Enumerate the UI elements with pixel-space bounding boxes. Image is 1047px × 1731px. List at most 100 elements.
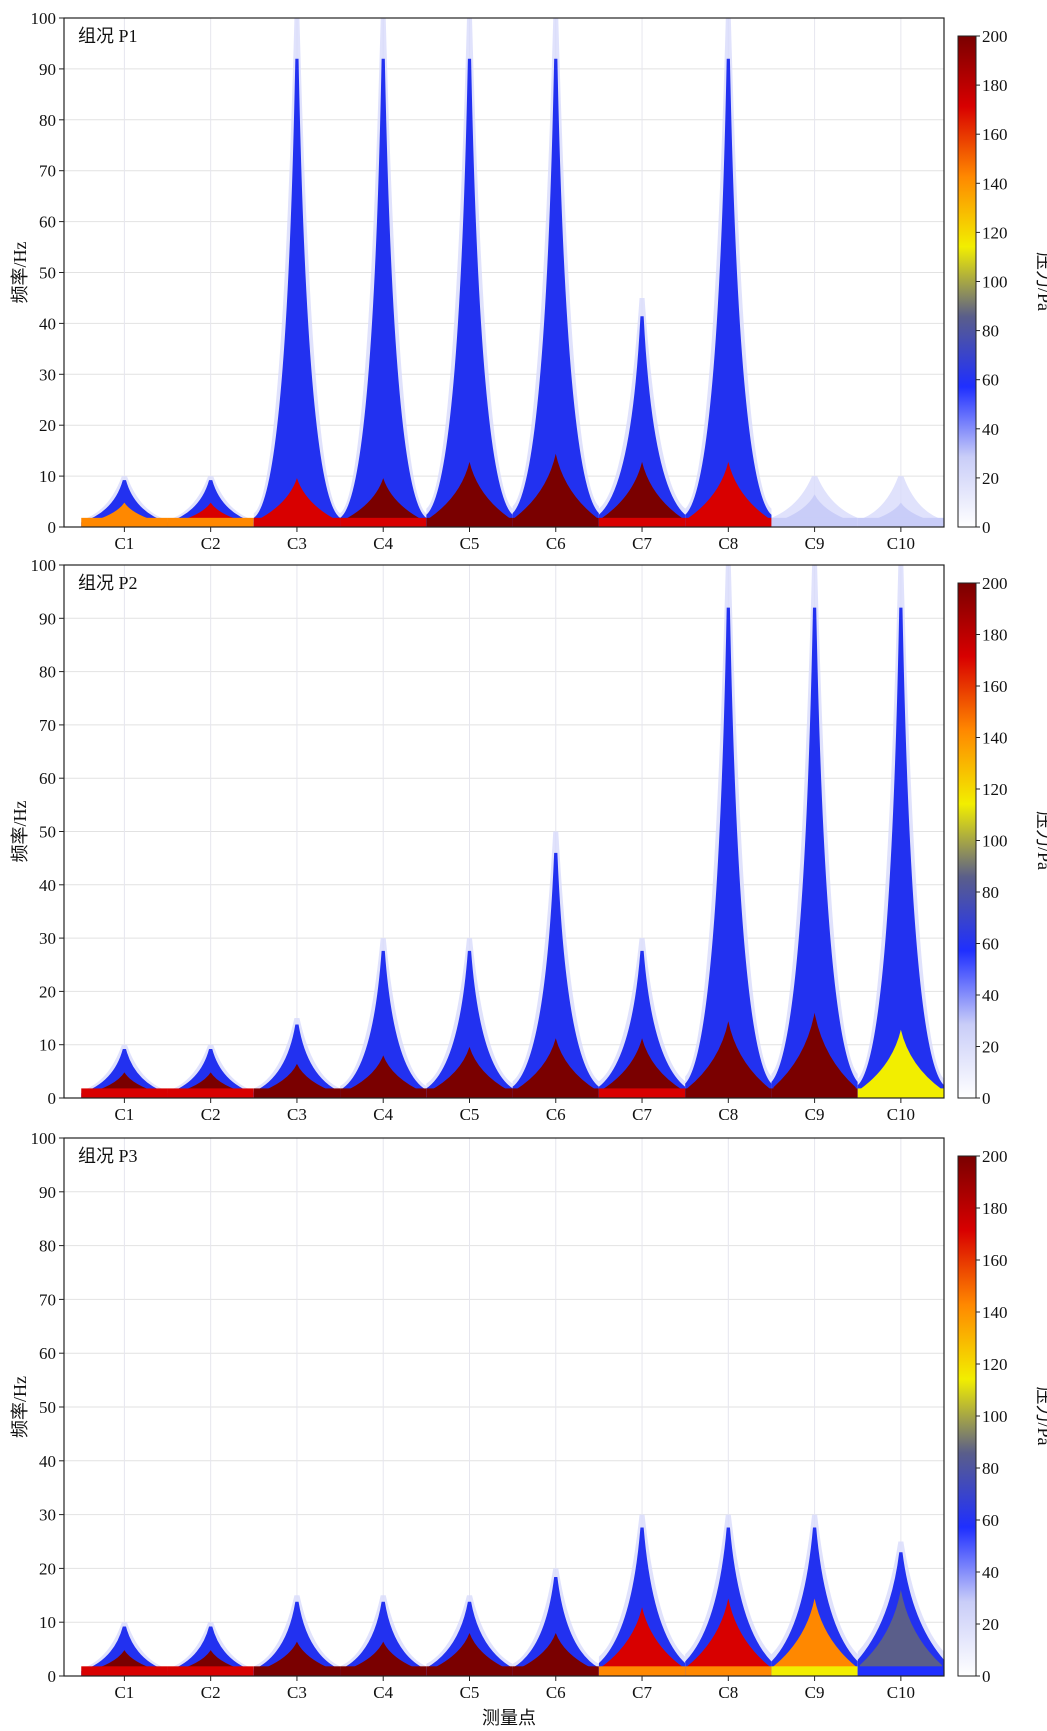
colorbar-tick-label: 100	[982, 1407, 1008, 1426]
y-tick-label: 60	[39, 213, 56, 232]
heat-halo	[857, 476, 944, 527]
y-tick-label: 0	[48, 1089, 57, 1108]
x-tick-label: C7	[632, 534, 652, 553]
heat-base	[512, 1666, 599, 1676]
heat-body	[340, 58, 427, 527]
heat-cell-C4	[340, 18, 427, 527]
heat-cell-C9	[771, 476, 858, 527]
x-tick-label: C5	[460, 534, 480, 553]
heat-base	[81, 517, 168, 527]
panel-label: 组况 P2	[78, 573, 138, 593]
x-tick-label: C2	[201, 1683, 221, 1702]
heat-cell-C6	[512, 1568, 599, 1676]
y-tick-label: 30	[39, 365, 56, 384]
panel-label: 组况 P1	[78, 26, 138, 46]
heat-core	[773, 1012, 856, 1098]
y-tick-label: 10	[39, 1036, 56, 1055]
colorbar	[957, 582, 977, 1099]
y-axis-label: 频率/Hz	[10, 1376, 30, 1438]
colorbar-tick-label: 100	[982, 832, 1008, 851]
panel-2: 0 10 20 30 40 50 60 70 80 90 100 C1 C2 C3 C4 C5 C6 C7 C8 C9…	[10, 556, 1047, 1124]
heat-cell-C8	[685, 18, 772, 527]
heat-base	[685, 1088, 772, 1098]
heat-cell-C8	[685, 1514, 772, 1676]
y-tick-label: 70	[39, 716, 56, 735]
colorbar-label: 压力/Pa	[1034, 252, 1047, 311]
y-tick-label: 90	[39, 609, 56, 628]
heat-core	[859, 1589, 942, 1676]
colorbar-tick-label: 80	[982, 322, 999, 341]
colorbar-tick-label: 160	[982, 677, 1008, 696]
x-tick-label: C10	[887, 1683, 915, 1702]
heat-core	[342, 478, 425, 527]
x-tick-label: C9	[805, 1105, 825, 1124]
colorbar-tick-label: 100	[982, 273, 1008, 292]
y-tick-label: 0	[48, 1667, 57, 1686]
heat-cell-C3	[253, 1018, 341, 1098]
heat-body	[253, 1601, 341, 1676]
heat-base	[167, 1666, 254, 1676]
y-tick-label: 10	[39, 467, 56, 486]
heat-body	[340, 1601, 427, 1676]
panel-3: 0 10 20 30 40 50 60 70 80 90 100 C1 C2 C3 C4 C5 C6 C7 C8 C9…	[10, 1129, 1047, 1702]
x-tick-label: C4	[373, 534, 393, 553]
x-tick-label: C3	[287, 534, 307, 553]
x-tick-label: C1	[114, 534, 134, 553]
heat-base	[512, 517, 599, 527]
heat-base	[253, 1088, 341, 1098]
colorbar-tick-label: 180	[982, 1199, 1008, 1218]
y-tick-label: 90	[39, 60, 56, 79]
x-tick-label: C6	[546, 1683, 566, 1702]
colorbar-tick-label: 20	[982, 469, 999, 488]
heat-core	[600, 1607, 684, 1676]
heat-cell-C7	[598, 1514, 686, 1676]
heat-base	[771, 1666, 858, 1676]
heat-cell-C9	[771, 565, 858, 1098]
colorbar-tick-label: 80	[982, 1459, 999, 1478]
heat-body	[340, 950, 427, 1098]
heat-base	[512, 1088, 599, 1098]
colorbar-tick-label: 0	[982, 1667, 991, 1686]
heat-core	[428, 1046, 511, 1098]
colorbar-tick-label: 60	[982, 1511, 999, 1530]
heat-cell-C5	[426, 18, 513, 527]
y-tick-label: 30	[39, 1506, 56, 1525]
x-tick-label: C1	[114, 1105, 134, 1124]
heat-base	[598, 1666, 686, 1676]
heat-body	[253, 1024, 341, 1098]
heat-base	[253, 517, 341, 527]
y-tick-label: 20	[39, 1559, 56, 1578]
colorbar-tick-label: 60	[982, 935, 999, 954]
heat-body	[857, 607, 944, 1098]
heat-base	[167, 1088, 254, 1098]
heat-cell-C5	[426, 938, 513, 1098]
heat-cell-C1	[81, 1044, 168, 1098]
heat-core	[600, 461, 684, 527]
y-tick-label: 60	[39, 769, 56, 788]
y-tick-label: 20	[39, 416, 56, 435]
heat-base	[253, 1666, 341, 1676]
heat-base	[426, 1666, 513, 1676]
colorbar-tick-label: 40	[982, 420, 999, 439]
colorbar-tick-label: 140	[982, 1303, 1008, 1322]
x-tick-label: C6	[546, 1105, 566, 1124]
heat-cell-C7	[598, 938, 686, 1098]
x-tick-label: C9	[805, 534, 825, 553]
y-tick-label: 10	[39, 1613, 56, 1632]
heat-cell-C10	[857, 1541, 944, 1676]
x-tick-label: C8	[718, 534, 738, 553]
heat-cell-C5	[426, 1595, 513, 1676]
heat-core	[428, 461, 511, 527]
y-tick-label: 40	[39, 1452, 56, 1471]
heat-base	[598, 1088, 686, 1098]
heat-base	[771, 1088, 858, 1098]
heat-core	[342, 1055, 425, 1098]
y-tick-label: 70	[39, 162, 56, 181]
y-tick-label: 40	[39, 314, 56, 333]
heat-base	[857, 517, 944, 527]
colorbar-label: 压力/Pa	[1034, 1386, 1047, 1445]
heat-base	[857, 1088, 944, 1098]
heat-cell-C10	[857, 565, 944, 1098]
colorbar-tick-label: 120	[982, 1355, 1008, 1374]
y-tick-label: 80	[39, 663, 56, 682]
